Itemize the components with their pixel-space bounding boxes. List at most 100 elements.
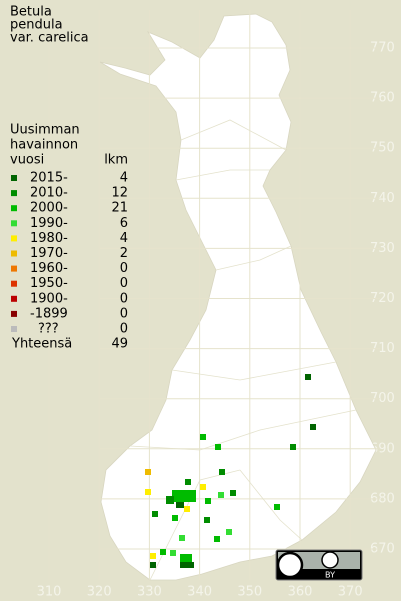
- cc-icon: [276, 551, 304, 579]
- observation: [290, 444, 296, 450]
- observation: [150, 553, 156, 559]
- legend-count: 4: [120, 231, 128, 246]
- observation: [274, 504, 280, 510]
- legend-label: 1980-: [30, 231, 68, 246]
- legend-swatch: [11, 235, 17, 242]
- observation: [180, 554, 192, 562]
- finland-outline: [99, 13, 377, 581]
- legend-swatch: [11, 280, 17, 287]
- license-text: BY: [325, 571, 335, 580]
- legend-swatch: [11, 190, 17, 197]
- observation: [152, 511, 158, 517]
- x-grid-label: 340: [187, 585, 212, 600]
- observation: [180, 562, 194, 568]
- title: Betula: [10, 5, 52, 20]
- legend: Uusimman havainnon vuosi lkm 2015- 4 2010-…: [10, 123, 128, 352]
- x-grid-label: 330: [137, 585, 162, 600]
- observation: [215, 444, 221, 450]
- y-grid-label: 680: [370, 491, 395, 506]
- legend-count: 0: [120, 306, 128, 321]
- y-grid-label: 690: [370, 441, 395, 456]
- legend-count: 0: [120, 276, 128, 291]
- y-grid-label: 710: [370, 341, 395, 356]
- legend-label: 1960-: [30, 261, 68, 276]
- observation: [214, 536, 220, 542]
- legend-header: havainnon: [10, 138, 78, 153]
- legend-swatch: [11, 205, 17, 212]
- observation: [218, 492, 224, 498]
- observation: [179, 535, 185, 541]
- y-grid-label: 720: [370, 291, 395, 306]
- legend-count: 21: [111, 201, 128, 216]
- legend-count: 0: [120, 291, 128, 306]
- observation: [230, 490, 236, 496]
- grid-lines: [48, 10, 380, 580]
- legend-swatch: [11, 295, 17, 302]
- observation: [150, 562, 156, 568]
- legend-header: vuosi: [10, 153, 44, 168]
- legend-count: 2: [120, 246, 128, 261]
- observation: [204, 517, 210, 523]
- observations: [145, 374, 316, 568]
- observation: [184, 506, 190, 512]
- legend-label: ???: [38, 322, 59, 337]
- observation: [310, 424, 316, 430]
- observation: [205, 498, 211, 504]
- legend-header: lkm: [104, 153, 128, 168]
- legend-total: 49: [111, 337, 128, 352]
- legend-count: 12: [111, 186, 128, 201]
- observation: [305, 374, 311, 380]
- legend-label: 2000-: [30, 201, 68, 216]
- observation: [200, 434, 206, 440]
- observation: [219, 469, 225, 475]
- legend-count: 0: [120, 261, 128, 276]
- y-grid-label: 670: [370, 542, 395, 557]
- legend-count: 0: [120, 322, 128, 337]
- x-grid-label: 360: [288, 585, 313, 600]
- observation: [185, 479, 191, 485]
- x-grid-label: 370: [338, 585, 363, 600]
- y-grid-label: 730: [370, 241, 395, 256]
- observation: [172, 490, 196, 502]
- y-grid-label: 740: [370, 191, 395, 206]
- y-grid-label: 750: [370, 141, 395, 156]
- by-icon: [321, 551, 339, 569]
- legend-label: 2015-: [30, 171, 68, 186]
- legend-count: 6: [120, 216, 128, 231]
- legend-count: 4: [120, 171, 128, 186]
- x-grid-label: 310: [37, 585, 62, 600]
- grid: 310 320 330 340 350 360 370 670 680 690 700 710 720 7…: [37, 41, 395, 600]
- legend-swatch: [11, 250, 17, 257]
- observation: [145, 489, 151, 495]
- legend-swatch: [11, 265, 17, 272]
- observation: [172, 515, 178, 521]
- legend-label: 2010-: [30, 186, 68, 201]
- legend-total-label: Yhteensä: [11, 337, 72, 352]
- observation: [170, 550, 176, 556]
- title: pendula: [10, 18, 63, 33]
- y-grid-label: 770: [370, 41, 395, 56]
- legend-label: 1900-: [30, 291, 68, 306]
- x-grid-label: 320: [87, 585, 112, 600]
- license-badge: BY: [275, 549, 363, 581]
- observation: [226, 529, 232, 535]
- legend-header: Uusimman: [10, 123, 80, 138]
- legend-label: 1950-: [30, 276, 68, 291]
- y-grid-label: 700: [370, 391, 395, 406]
- observation: [145, 469, 151, 475]
- legend-label: 1990-: [30, 216, 68, 231]
- legend-swatch: [11, 220, 17, 227]
- x-grid-label: 350: [237, 585, 262, 600]
- y-grid-label: 760: [370, 91, 395, 106]
- observation: [176, 502, 184, 508]
- observation: [166, 496, 174, 504]
- legend-label: -1899: [30, 306, 68, 321]
- observation: [200, 484, 206, 490]
- title: var. carelica: [10, 31, 89, 46]
- legend-label: 1970-: [30, 246, 68, 261]
- legend-swatch: [11, 175, 17, 181]
- legend-swatch: [11, 310, 17, 317]
- observation: [160, 549, 166, 555]
- legend-swatch: [11, 326, 17, 332]
